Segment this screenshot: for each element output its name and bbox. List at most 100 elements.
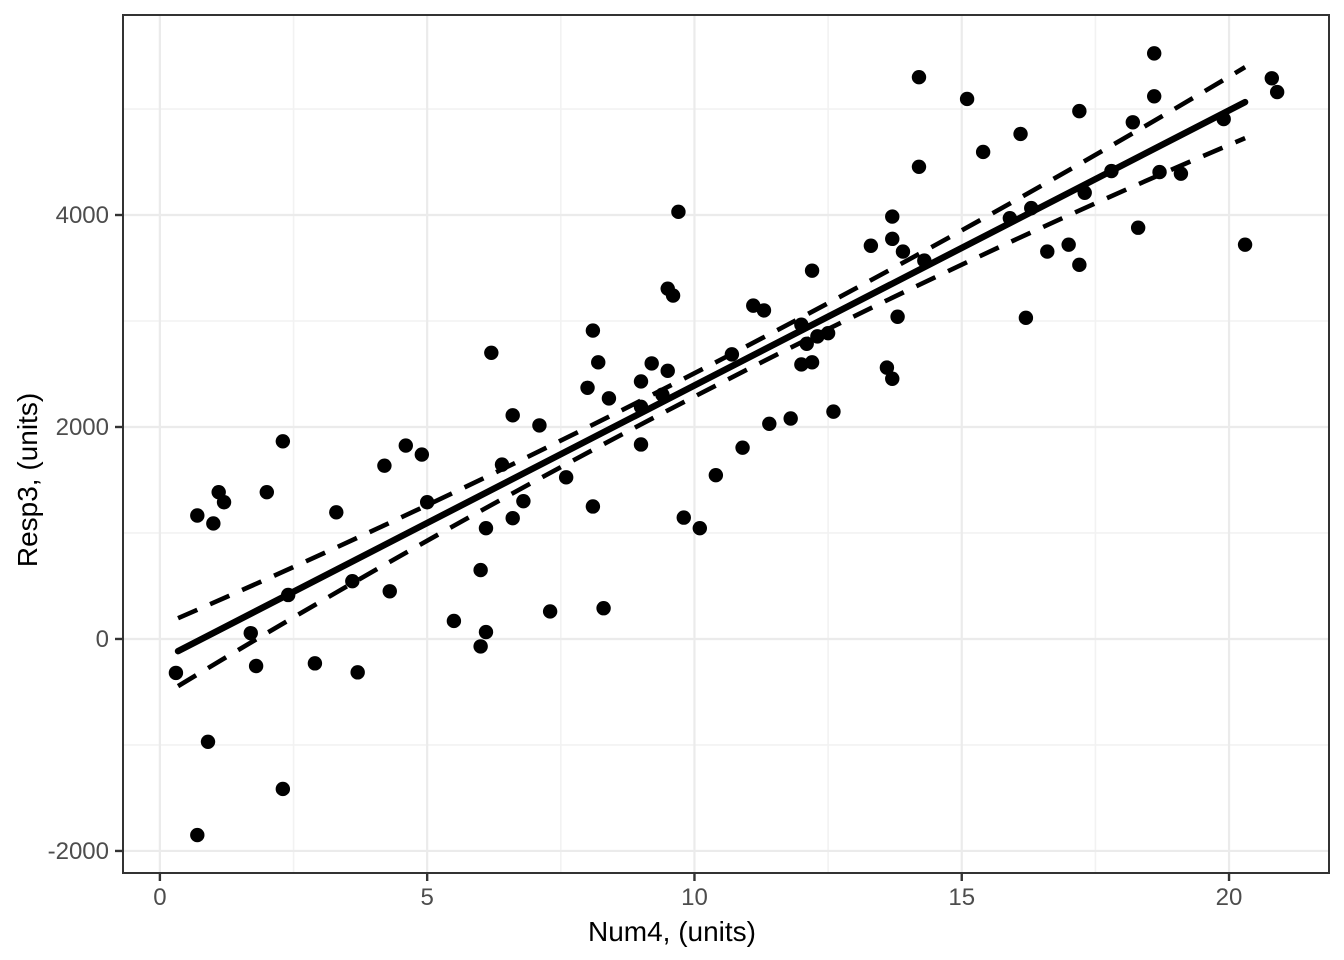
- data-point: [377, 458, 392, 473]
- x-tick-label: 20: [1216, 884, 1243, 911]
- data-point: [414, 447, 430, 462]
- data-point: [478, 624, 494, 640]
- data-point: [484, 345, 499, 360]
- data-point: [275, 781, 291, 797]
- data-point: [542, 604, 558, 619]
- data-point: [1072, 257, 1087, 273]
- data-point: [259, 484, 275, 500]
- data-point: [1237, 237, 1253, 252]
- data-point: [1018, 310, 1034, 326]
- data-point: [200, 734, 216, 749]
- data-point: [505, 510, 520, 526]
- data-point: [190, 827, 205, 843]
- data-point: [473, 562, 488, 578]
- data-point: [911, 70, 927, 85]
- data-point: [1152, 164, 1167, 180]
- data-point: [1013, 126, 1028, 142]
- data-point: [275, 434, 291, 449]
- data-point: [660, 363, 675, 379]
- data-point: [1077, 185, 1092, 200]
- data-point: [756, 303, 772, 318]
- y-axis-title: Resp3, (units): [12, 392, 43, 568]
- data-point: [596, 601, 611, 616]
- data-point: [890, 309, 905, 324]
- data-point: [633, 399, 649, 415]
- data-point: [168, 665, 184, 681]
- data-point: [601, 391, 617, 406]
- data-point: [585, 499, 601, 514]
- y-tick-label: 4000: [56, 202, 109, 229]
- x-tick-label: 15: [948, 884, 975, 911]
- data-point: [1264, 71, 1280, 86]
- data-point: [419, 495, 435, 510]
- data-point: [558, 470, 574, 485]
- data-point: [1072, 103, 1087, 119]
- data-point: [724, 347, 740, 362]
- data-point: [591, 355, 606, 370]
- data-point: [879, 360, 895, 375]
- x-axis-title: Num4, (units): [587, 916, 757, 947]
- data-point: [917, 253, 932, 268]
- data-point: [446, 613, 462, 629]
- data-point: [676, 510, 691, 525]
- data-point: [206, 516, 221, 531]
- y-tick-label: 0: [96, 626, 109, 653]
- data-point: [494, 457, 510, 472]
- data-point: [505, 408, 520, 423]
- data-point: [190, 508, 205, 523]
- data-point: [1040, 244, 1055, 259]
- data-point: [885, 231, 900, 247]
- data-point: [1173, 166, 1189, 181]
- plot-panel: [123, 15, 1329, 873]
- data-point: [1125, 115, 1141, 130]
- data-point: [826, 404, 841, 419]
- data-point: [307, 656, 323, 671]
- regression-line: [174, 98, 1249, 655]
- data-point: [665, 288, 681, 303]
- data-point: [243, 625, 258, 641]
- data-point: [345, 574, 360, 589]
- data-point: [820, 325, 836, 341]
- data-point: [216, 495, 232, 510]
- data-point: [1002, 210, 1018, 226]
- data-point: [350, 665, 365, 680]
- data-point: [633, 374, 649, 389]
- y-tick-label: -2000: [48, 838, 109, 865]
- data-point: [1130, 220, 1146, 235]
- data-point: [783, 411, 798, 426]
- y-tick-label: 2000: [56, 414, 109, 441]
- data-point: [799, 336, 814, 351]
- data-point: [1216, 111, 1231, 127]
- x-tick-label: 10: [681, 884, 708, 911]
- data-point: [671, 204, 686, 220]
- data-point: [516, 493, 531, 509]
- data-point: [885, 371, 900, 386]
- data-point: [1269, 84, 1285, 100]
- data-point: [580, 380, 595, 395]
- data-point: [794, 317, 809, 332]
- data-point: [655, 387, 670, 402]
- data-point: [1104, 163, 1119, 179]
- data-point: [473, 639, 488, 654]
- data-point: [708, 468, 724, 483]
- confidence-band-lower: [176, 136, 1246, 689]
- panel-border: [122, 14, 1330, 874]
- data-point: [762, 416, 777, 432]
- x-tick-label: 5: [420, 884, 433, 911]
- data-point: [863, 238, 879, 253]
- data-point: [585, 323, 601, 338]
- data-point: [644, 356, 659, 371]
- data-point: [794, 357, 809, 372]
- data-point: [382, 584, 397, 599]
- data-point: [975, 144, 991, 160]
- data-point: [1146, 89, 1162, 104]
- data-point: [911, 159, 927, 174]
- data-point: [478, 521, 494, 536]
- data-point: [735, 440, 750, 455]
- data-point: [329, 505, 344, 520]
- confidence-band-upper: [177, 65, 1247, 621]
- data-point: [885, 209, 900, 224]
- data-point: [1146, 46, 1162, 61]
